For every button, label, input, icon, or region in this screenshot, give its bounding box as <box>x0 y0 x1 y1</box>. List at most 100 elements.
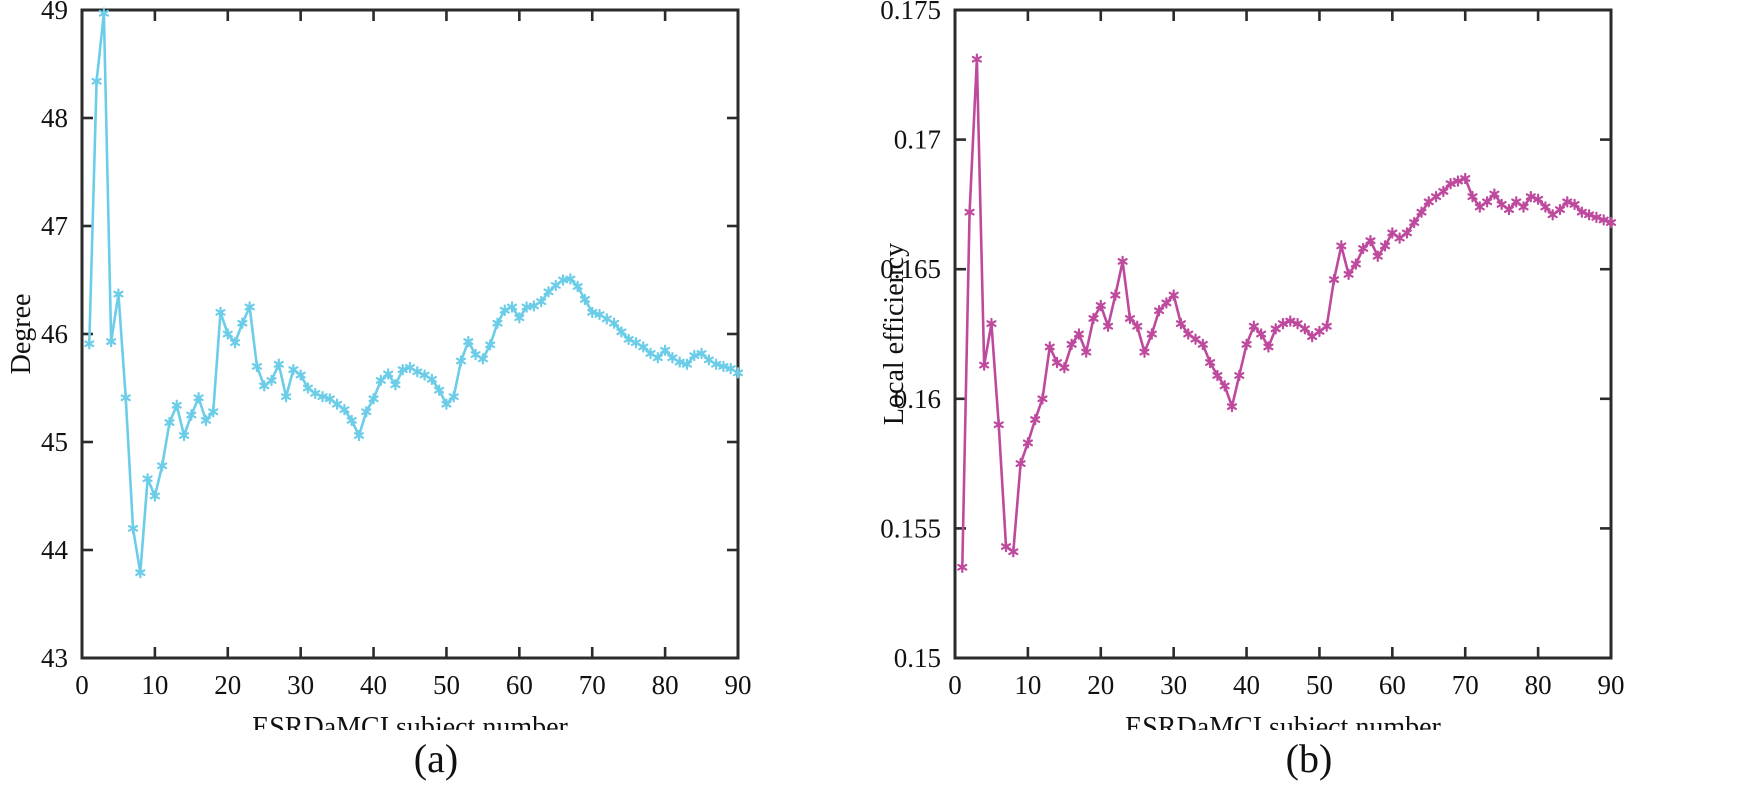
data-point-marker <box>1263 343 1274 351</box>
x-tick-label-a: 10 <box>141 670 168 700</box>
data-point-marker <box>1379 242 1391 250</box>
data-point-marker <box>536 298 547 305</box>
data-point-marker <box>149 492 160 500</box>
y-tick-label-b: 0.175 <box>880 0 941 25</box>
data-point-marker <box>1139 348 1150 356</box>
data-point-marker <box>1051 359 1063 366</box>
data-point-marker <box>674 358 685 366</box>
data-point-marker <box>251 363 263 370</box>
data-point-marker <box>157 462 168 470</box>
y-tick-label-b: 0.155 <box>880 513 941 543</box>
data-point-marker <box>1088 315 1099 322</box>
data-point-marker <box>1533 195 1544 203</box>
data-point-marker <box>135 569 146 577</box>
data-point-marker <box>1503 206 1515 213</box>
x-tick-label-b: 60 <box>1379 670 1406 700</box>
data-point-marker <box>718 363 729 370</box>
data-point-marker <box>142 475 153 483</box>
data-point-marker <box>237 319 248 327</box>
data-point-marker <box>302 384 314 392</box>
x-tick-label-b: 80 <box>1525 670 1552 700</box>
data-point-marker <box>390 381 401 389</box>
data-point-marker <box>1394 234 1405 242</box>
data-point-marker <box>346 417 357 424</box>
y-tick-label-b: 0.15 <box>894 643 941 673</box>
data-point-marker <box>244 303 255 311</box>
data-point-marker <box>1358 245 1369 252</box>
data-point-marker <box>229 339 241 347</box>
data-point-marker <box>1452 177 1464 185</box>
data-point-marker <box>120 394 131 402</box>
data-point-marker <box>485 341 496 349</box>
data-point-marker <box>208 408 219 416</box>
data-point-marker <box>1584 211 1595 219</box>
series-line-a <box>87 11 740 574</box>
data-point-marker <box>1000 543 1012 550</box>
data-point-marker <box>1073 330 1084 338</box>
data-point-marker <box>1562 198 1573 206</box>
data-point-marker <box>455 357 467 365</box>
plot-frame-a <box>80 8 740 660</box>
data-point-marker <box>1146 330 1157 338</box>
data-point-marker <box>91 77 102 85</box>
x-tick-label-b: 90 <box>1598 670 1625 700</box>
data-point-marker <box>383 370 394 378</box>
data-point-marker <box>579 296 591 303</box>
data-point-marker <box>1474 203 1485 211</box>
data-point-marker <box>616 328 627 336</box>
data-point-marker <box>106 338 117 345</box>
data-point-marker <box>259 382 270 390</box>
chart-a-canvas: 43 44 45 46 47 48 49 0 10 20 30 40 50 60 70 80 90 ESRDaMC… <box>6 0 752 730</box>
data-point-marker <box>1336 242 1347 250</box>
chart-panel-b: 0.15 0.155 0.16 0.165 0.17 0.175 0 10 20 30 40 50 60… <box>873 0 1745 803</box>
data-point-marker <box>993 421 1004 429</box>
data-point-marker <box>186 411 197 419</box>
data-point-marker <box>1175 320 1187 328</box>
data-point-marker <box>477 355 488 363</box>
data-point-marker <box>295 371 306 379</box>
data-point-marker <box>1496 201 1507 208</box>
chart-b-canvas: 0.15 0.155 0.16 0.165 0.17 0.175 0 10 20 30 40 50 60… <box>879 0 1625 730</box>
data-point-marker <box>1168 291 1179 299</box>
data-point-marker <box>1299 325 1310 333</box>
y-tick-label-a: 47 <box>41 211 68 241</box>
y-tick-label-a: 45 <box>41 427 68 457</box>
data-point-marker <box>164 419 175 426</box>
data-point-marker <box>127 524 139 532</box>
data-point-marker <box>1343 270 1354 278</box>
data-point-marker <box>514 314 525 322</box>
data-point-marker <box>113 290 124 298</box>
data-point-marker <box>1438 188 1449 195</box>
y-tick-label-b: 0.17 <box>894 125 941 155</box>
x-tick-label-b: 30 <box>1160 670 1187 700</box>
data-point-marker <box>1095 302 1106 309</box>
data-point-marker <box>1110 291 1121 299</box>
data-point-marker <box>441 400 452 408</box>
data-point-marker <box>1350 260 1361 268</box>
data-point-marker <box>171 401 182 409</box>
x-axis-title-b: ESRDaMCI subject number <box>1125 712 1441 730</box>
plot-frame-b <box>953 8 1613 660</box>
data-point-marker <box>506 303 518 311</box>
data-point-marker <box>324 395 335 403</box>
data-point-marker <box>1387 229 1398 237</box>
data-point-marker <box>332 400 343 408</box>
y-axis-title-b: Local efficiency <box>879 243 910 425</box>
x-tick-label-b: 70 <box>1452 670 1479 700</box>
data-point-marker <box>1197 340 1208 348</box>
y-tick-label-a: 43 <box>41 643 68 673</box>
y-tick-label-b: 0.16 <box>894 384 941 414</box>
data-point-marker <box>1154 307 1165 315</box>
data-point-marker <box>732 369 744 377</box>
data-point-marker <box>1008 548 1019 556</box>
data-point-marker <box>587 309 598 316</box>
x-tick-label-a: 90 <box>725 670 752 700</box>
data-point-marker <box>178 432 190 439</box>
data-point-marker <box>1511 198 1522 206</box>
data-point-marker <box>1554 206 1566 213</box>
data-point-marker <box>660 346 671 354</box>
data-point-marker <box>1256 330 1267 338</box>
data-point-marker <box>572 283 583 290</box>
data-point-marker <box>652 354 663 362</box>
